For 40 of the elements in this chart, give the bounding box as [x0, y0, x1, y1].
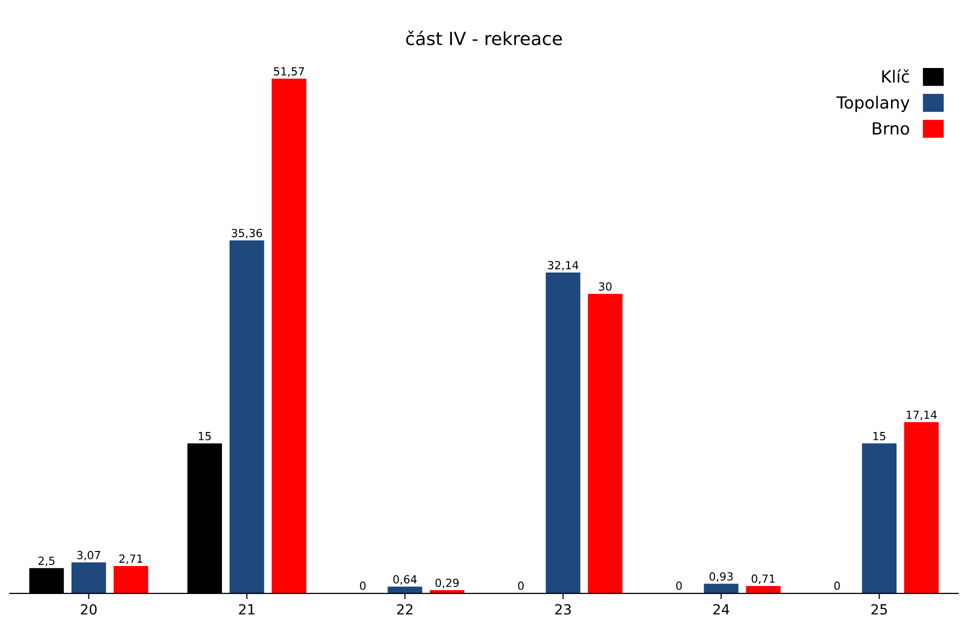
bar [388, 586, 422, 594]
bar [588, 294, 622, 594]
legend-label: Brno [872, 122, 910, 135]
bar [272, 78, 306, 594]
x-tick-label: 21 [239, 604, 254, 614]
data-label: 30 [598, 282, 612, 291]
data-label: 15 [198, 432, 211, 440]
data-label: 0 [360, 582, 366, 590]
bar [430, 590, 464, 594]
legend-label: Klíč [882, 69, 909, 83]
x-tick-label: 20 [80, 604, 97, 615]
bar [546, 272, 580, 594]
x-tick-label: 23 [555, 604, 571, 615]
x-tick-label: 24 [713, 604, 730, 614]
bar [230, 240, 264, 594]
bar [862, 443, 897, 594]
bar [704, 584, 738, 594]
data-label: 0,93 [710, 572, 733, 582]
data-label: 3,07 [77, 550, 100, 560]
data-label: 0,71 [752, 574, 775, 584]
legend-label: Topolany [836, 96, 910, 112]
data-label: 2,71 [119, 554, 142, 564]
data-label: 17,14 [906, 410, 937, 420]
data-label: 0,64 [393, 575, 417, 585]
bar [71, 562, 106, 594]
data-label: 0,29 [435, 578, 459, 588]
chart-title: část IV - rekreace [406, 30, 562, 46]
bar [904, 422, 939, 594]
data-label: 0 [834, 582, 840, 590]
x-tick-label: 25 [871, 604, 887, 615]
data-label: 15 [873, 432, 886, 440]
data-label: 0 [518, 582, 524, 590]
data-label: 0 [676, 582, 682, 590]
data-label: 51,57 [274, 67, 304, 77]
bar [746, 586, 781, 594]
data-label: 2,5 [38, 556, 54, 566]
data-label: 32,14 [548, 260, 578, 270]
bar [114, 566, 148, 594]
x-tick-label: 22 [397, 604, 412, 614]
data-label: 35,36 [232, 228, 262, 238]
